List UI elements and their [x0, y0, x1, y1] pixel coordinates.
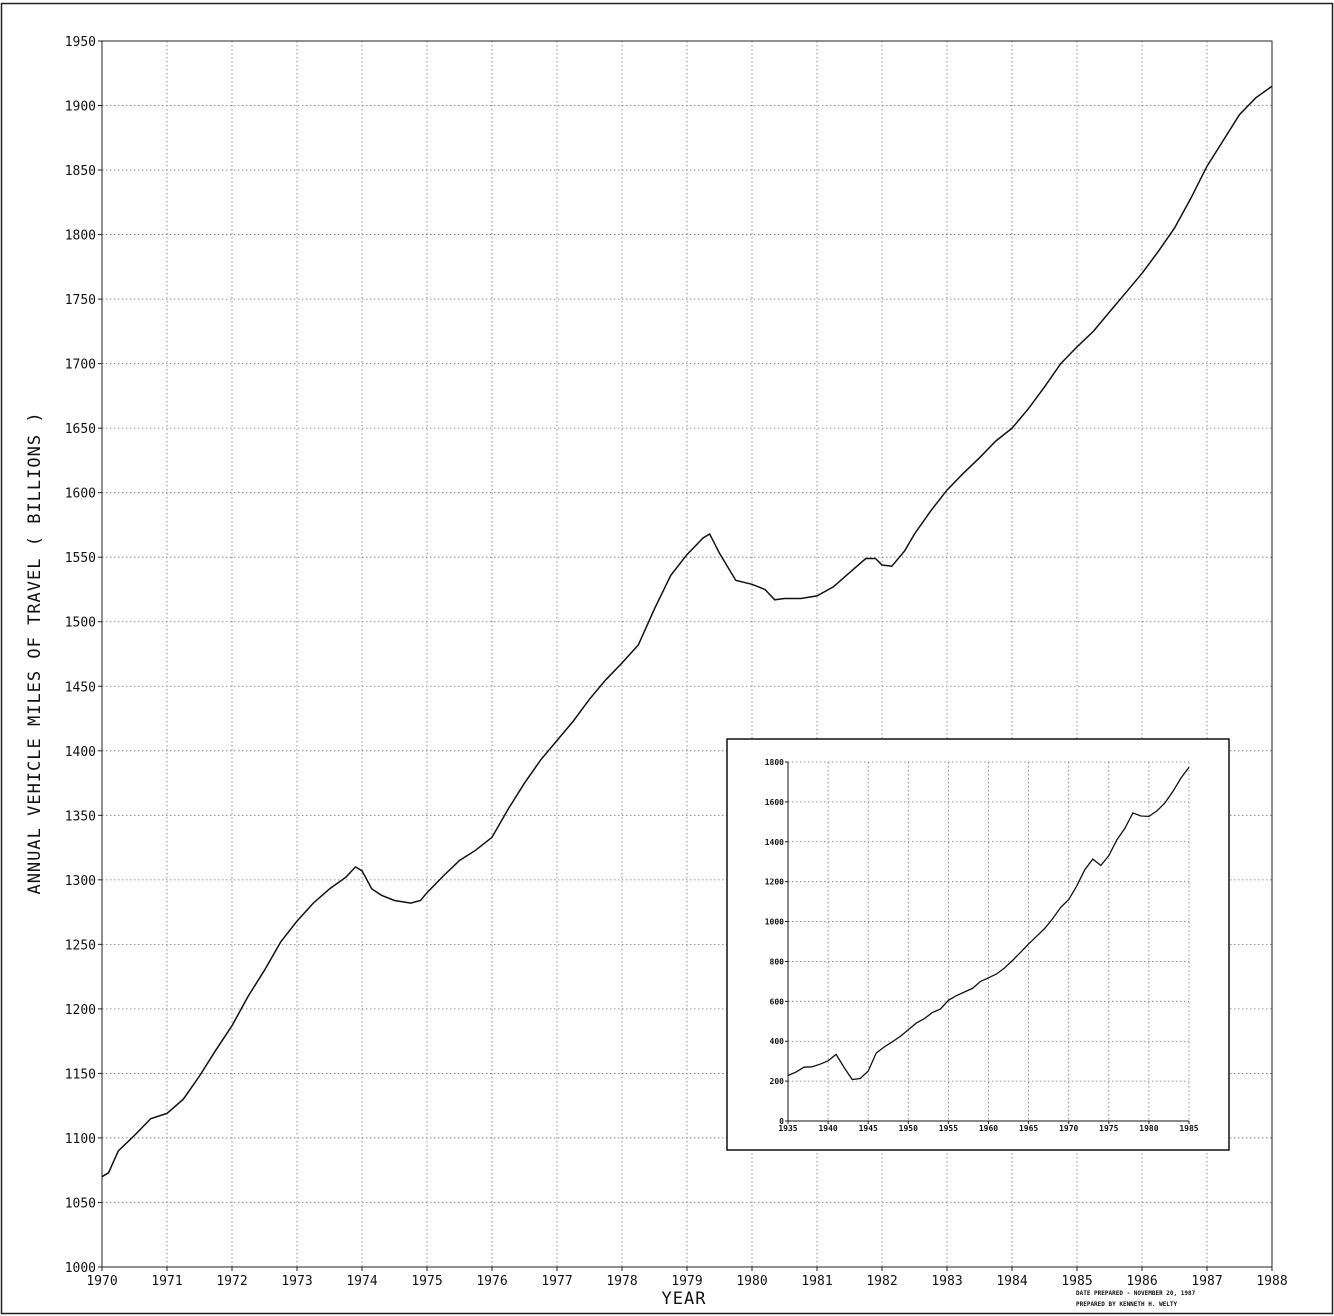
main-plot-frame	[101, 40, 1273, 1268]
main-y-tick-label: 1350	[65, 809, 96, 824]
main-y-tick-label: 1900	[65, 100, 96, 115]
main-x-tick-label: 1975	[411, 1274, 442, 1289]
date-prepared-note: DATE PREPARED - NOVEMBER 20, 1987	[1076, 1290, 1196, 1297]
inset-y-tick-label: 0	[779, 1117, 784, 1126]
main-y-tick-label: 1200	[65, 1003, 96, 1018]
inset-y-tick-label: 800	[770, 957, 785, 966]
inset-y-tick-label: 1000	[765, 918, 784, 927]
main-y-tick-label: 1450	[65, 680, 96, 695]
main-y-tick-label: 1150	[65, 1067, 96, 1082]
main-y-tick-label: 1250	[65, 938, 96, 953]
main-x-tick-label: 1974	[346, 1274, 377, 1289]
main-x-tick-label: 1984	[996, 1274, 1027, 1289]
main-y-tick-label: 1650	[65, 422, 96, 437]
inset-x-tick-label: 1965	[1019, 1124, 1038, 1133]
inset-x-tick-label: 1985	[1179, 1124, 1198, 1133]
main-y-tick-label: 1050	[65, 1196, 96, 1211]
main-y-tick-label: 1850	[65, 164, 96, 179]
inset-y-tick-label: 1600	[765, 798, 784, 807]
main-x-tick-label: 1986	[1126, 1274, 1157, 1289]
inset-y-tick-labels: 0 200 400 600 800 1000 1200 1400 1600 1800	[765, 758, 784, 1126]
main-chart: 1970 1971 1972 1973 1974 1975 1976 1977 1978 1979…	[25, 35, 1288, 1309]
main-x-tick-label: 1980	[736, 1274, 767, 1289]
main-x-tick-label: 1983	[931, 1274, 962, 1289]
main-x-tick-labels: 1970 1971 1972 1973 1974 1975 1976 1977 1978 1979…	[86, 1274, 1287, 1289]
inset-y-tick-label: 1200	[765, 878, 784, 887]
main-x-tick-label: 1976	[476, 1274, 507, 1289]
inset-grid	[785, 761, 1190, 1124]
prepared-by-note: PREPARED BY KENNETH H. WELTY	[1076, 1301, 1178, 1308]
main-y-tick-label: 1000	[65, 1261, 96, 1276]
main-y-tick-label: 1500	[65, 616, 96, 631]
inset-x-tick-label: 1950	[899, 1124, 918, 1133]
main-series-line	[101, 85, 1273, 1178]
main-y-tick-label: 1950	[65, 35, 96, 50]
main-y-tick-label: 1550	[65, 551, 96, 566]
inset-x-tick-label: 1980	[1139, 1124, 1158, 1133]
inset-x-tick-label: 1945	[859, 1124, 878, 1133]
main-x-tick-label: 1978	[606, 1274, 637, 1289]
inset-y-tick-label: 1400	[765, 838, 784, 847]
main-grid	[98, 40, 1273, 1271]
main-y-tick-label: 1300	[65, 874, 96, 889]
main-y-tick-labels: 1000 1050 1100 1150 1200 1250 1300 1350 1400 1450…	[65, 35, 96, 1276]
inset-y-tick-label: 1800	[765, 758, 784, 767]
main-y-tick-label: 1600	[65, 487, 96, 502]
main-y-tick-label: 1700	[65, 358, 96, 373]
inset-y-tick-label: 200	[770, 1077, 785, 1086]
main-x-tick-label: 1973	[281, 1274, 312, 1289]
main-x-tick-label: 1988	[1256, 1274, 1287, 1289]
main-x-tick-label: 1972	[216, 1274, 247, 1289]
inset-y-tick-label: 600	[770, 997, 785, 1006]
inset-y-tick-label: 400	[770, 1037, 785, 1046]
main-x-tick-label: 1982	[866, 1274, 897, 1289]
main-x-tick-label: 1979	[671, 1274, 702, 1289]
inset-series-line	[787, 766, 1190, 1081]
inset-x-tick-label: 1940	[818, 1124, 837, 1133]
main-y-tick-label: 1800	[65, 229, 96, 244]
inset-x-tick-labels: 1935 1940 1945 1950 1955 1960 1965 1970 1975 1980…	[778, 1124, 1198, 1133]
main-x-tick-label: 1970	[86, 1274, 117, 1289]
main-x-axis-title: YEAR	[662, 1289, 707, 1309]
main-x-tick-label: 1977	[541, 1274, 572, 1289]
main-x-tick-label: 1981	[801, 1274, 832, 1289]
inset-x-tick-label: 1975	[1099, 1124, 1118, 1133]
main-y-axis-title: ANNUAL VEHICLE MILES OF TRAVEL ( BILLION…	[25, 411, 45, 894]
main-y-tick-label: 1750	[65, 293, 96, 308]
inset-x-tick-label: 1970	[1059, 1124, 1078, 1133]
main-y-tick-label: 1400	[65, 745, 96, 760]
inset-x-tick-label: 1935	[778, 1124, 797, 1133]
main-x-tick-label: 1987	[1191, 1274, 1222, 1289]
main-y-tick-label: 1100	[65, 1132, 96, 1147]
inset-x-tick-label: 1955	[939, 1124, 958, 1133]
main-x-tick-label: 1971	[151, 1274, 182, 1289]
inset-box	[726, 738, 1230, 1151]
main-x-tick-label: 1985	[1061, 1274, 1092, 1289]
inset-chart: 1935 1940 1945 1950 1955 1960 1965 1970 1975 1980…	[726, 738, 1230, 1151]
inset-x-tick-label: 1960	[979, 1124, 998, 1133]
